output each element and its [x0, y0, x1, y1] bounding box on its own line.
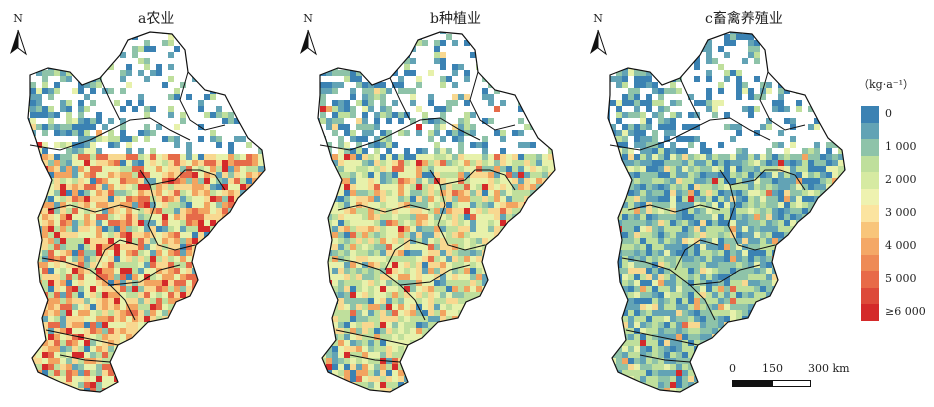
north-arrow-icon — [10, 29, 27, 56]
legend-label: 0 — [885, 107, 892, 120]
legend-swatch — [861, 304, 879, 321]
legend-swatch — [861, 172, 879, 189]
legend-swatch — [861, 122, 879, 140]
north-arrow: N — [587, 12, 609, 58]
map-agriculture — [27, 31, 266, 393]
legend-label: ≥6 000 — [885, 305, 926, 318]
legend-label: 1 000 — [885, 140, 917, 153]
legend-swatch — [861, 205, 879, 222]
scale-tick: 150 — [762, 362, 783, 375]
scale-bar: 0 150 300 km — [729, 362, 852, 392]
north-arrow: N — [297, 12, 319, 58]
legend-swatch — [861, 238, 879, 255]
panel-title: a农业 — [138, 11, 175, 27]
legend-label: 4 000 — [885, 239, 917, 252]
legend-label: 5 000 — [885, 272, 917, 285]
north-label: N — [303, 12, 313, 25]
panel-title: c畜禽养殖业 — [705, 11, 783, 27]
legend-unit: （kg·a⁻¹） — [858, 78, 914, 91]
legend-label: 3 000 — [885, 206, 917, 219]
legend-swatch — [861, 188, 879, 206]
legend-label: 2 000 — [885, 173, 917, 186]
legend-swatch — [861, 287, 879, 305]
map-panel-livestock: N c畜禽养殖业 — [580, 0, 875, 407]
scale-tick: 0 — [729, 362, 736, 375]
north-label: N — [13, 12, 23, 25]
legend-swatch — [861, 221, 879, 239]
legend-swatch — [861, 271, 879, 288]
map-panel-agriculture: N a农业 — [0, 0, 295, 407]
map-planting — [317, 31, 556, 393]
legend-swatch — [861, 139, 879, 156]
north-label: N — [593, 12, 603, 25]
map-livestock — [607, 31, 846, 393]
legend-swatch — [861, 106, 879, 123]
panel-title: b种植业 — [430, 11, 481, 27]
north-arrow: N — [7, 12, 29, 58]
north-arrow-icon — [300, 29, 317, 56]
scale-tick: 300 km — [808, 362, 850, 375]
legend-swatch — [861, 155, 879, 173]
map-panel-planting: N b种植业 — [290, 0, 585, 407]
north-arrow-icon — [590, 29, 607, 56]
scale-bar-graphic — [732, 380, 811, 387]
legend-swatch — [861, 254, 879, 272]
